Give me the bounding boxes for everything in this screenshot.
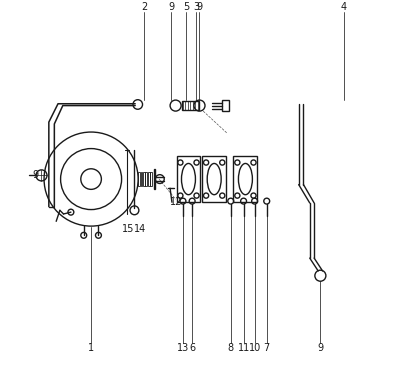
Text: 14: 14 — [133, 224, 145, 234]
Text: 12: 12 — [170, 197, 182, 207]
Bar — [153, 169, 155, 189]
Text: 6: 6 — [189, 344, 195, 354]
Bar — [145, 172, 147, 186]
Bar — [148, 172, 149, 186]
Text: 9: 9 — [168, 2, 174, 12]
Text: 8: 8 — [227, 344, 233, 354]
Text: 13: 13 — [176, 344, 189, 354]
Text: 9: 9 — [196, 2, 202, 12]
Text: 9: 9 — [32, 170, 38, 180]
Text: 1: 1 — [88, 344, 94, 354]
Bar — [182, 101, 198, 110]
Text: 10: 10 — [248, 344, 260, 354]
Bar — [221, 100, 228, 111]
Text: 9: 9 — [317, 344, 323, 354]
Text: 11: 11 — [237, 344, 249, 354]
Bar — [202, 156, 226, 202]
Text: 4: 4 — [340, 2, 346, 12]
Text: 7: 7 — [263, 344, 269, 354]
Bar — [176, 156, 200, 202]
Bar — [233, 156, 257, 202]
Bar — [143, 172, 144, 186]
Bar — [138, 172, 139, 186]
Text: 5: 5 — [182, 2, 189, 12]
Text: 2: 2 — [141, 2, 147, 12]
Text: 3: 3 — [193, 2, 199, 12]
Text: 15: 15 — [121, 224, 134, 234]
Bar — [140, 172, 142, 186]
Bar — [150, 172, 152, 186]
